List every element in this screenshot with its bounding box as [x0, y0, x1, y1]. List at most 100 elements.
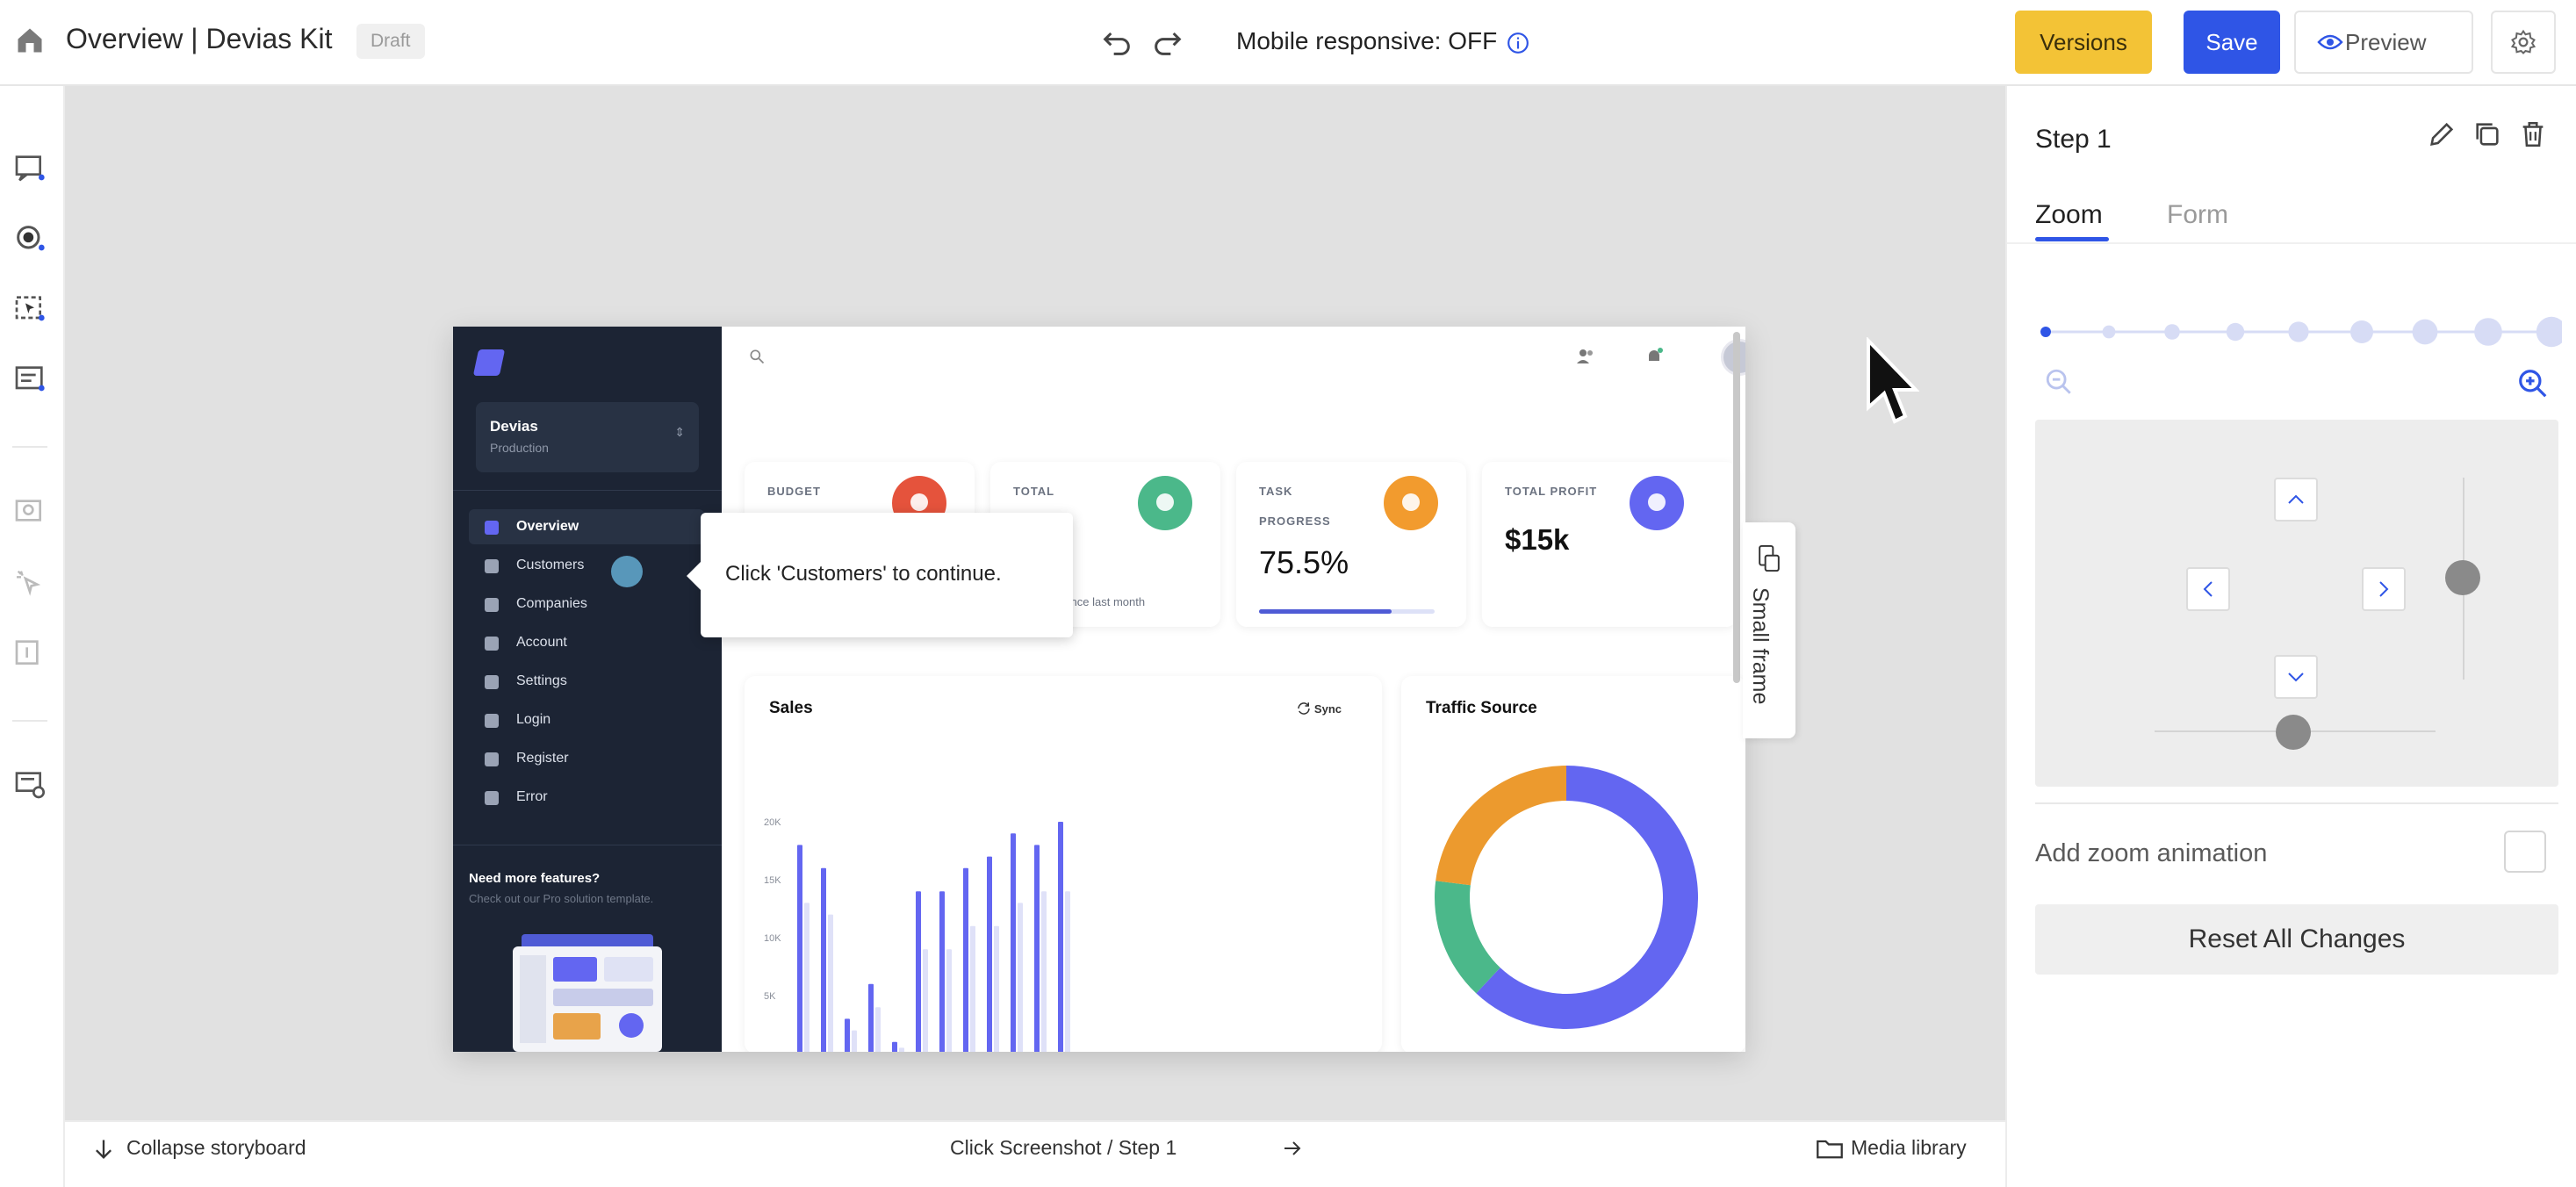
versions-button[interactable]: Versions — [2015, 11, 2152, 74]
copy-icon[interactable] — [2472, 119, 2502, 149]
chevron-down-icon — [2288, 673, 2304, 682]
sidebar-item-label: Customers — [516, 558, 585, 572]
zoom-step-dot[interactable] — [2412, 319, 2438, 345]
sales-bar-chart: 20K 15K 10K 5K — [764, 817, 1070, 1052]
screen-settings-tool-icon[interactable] — [12, 767, 47, 802]
trash-icon[interactable] — [2518, 119, 2548, 149]
zoom-level-slider[interactable] — [2035, 314, 2562, 349]
bell-icon[interactable] — [1644, 346, 1665, 367]
active-tab-indicator — [2035, 237, 2109, 241]
promo-title: Need more features? — [469, 871, 601, 886]
x-circle-icon — [485, 791, 499, 805]
sales-bar-this-year — [1011, 833, 1016, 1052]
scrollbar[interactable] — [1733, 332, 1740, 683]
zoom-step-dot[interactable] — [2350, 320, 2373, 343]
workspace-environment: Production — [490, 441, 549, 455]
y-tick-label: 5K — [764, 991, 776, 1002]
sidebar-item-customers[interactable]: Customers — [469, 548, 704, 583]
task-progress-bar — [1259, 609, 1435, 614]
app-sidebar: Devias Production ⇕ Overview Customers C… — [453, 327, 722, 1052]
card-label: TOTAL — [1013, 485, 1055, 498]
horizontal-pan-knob[interactable] — [2276, 715, 2311, 750]
hotspot-tool-icon[interactable] — [12, 221, 47, 256]
vertical-pan-knob[interactable] — [2445, 560, 2480, 595]
guide-tooltip[interactable]: Click 'Customers' to continue. — [687, 513, 1073, 637]
card-label: TOTAL PROFIT — [1505, 485, 1598, 498]
sidebar-item-account[interactable]: Account — [469, 625, 704, 660]
tab-form[interactable]: Form — [2167, 200, 2228, 229]
refresh-icon[interactable] — [1296, 701, 1312, 716]
zoom-step-dot[interactable] — [2102, 325, 2116, 339]
user-plus-icon — [485, 752, 499, 766]
collapse-storyboard-button[interactable]: Collapse storyboard — [91, 1136, 306, 1160]
save-button[interactable]: Save — [2184, 11, 2280, 74]
y-tick-label: 10K — [764, 933, 781, 944]
zoom-step-dot[interactable] — [2040, 327, 2051, 337]
pan-up-button[interactable] — [2274, 478, 2318, 522]
zoom-animation-label: Add zoom animation — [2035, 839, 2268, 867]
traffic-title: Traffic Source — [1426, 699, 1537, 717]
sales-bar-this-year — [1034, 845, 1040, 1052]
arrow-right-icon[interactable] — [1280, 1138, 1305, 1159]
arrow-down-icon — [96, 1140, 112, 1159]
card-value: 75.5% — [1259, 544, 1349, 580]
eye-icon — [2317, 34, 2343, 50]
reset-all-button[interactable]: Reset All Changes — [2035, 904, 2558, 975]
sidebar-item-register[interactable]: Register — [469, 741, 704, 776]
sidebar-item-error[interactable]: Error — [469, 780, 704, 815]
zoom-in-icon[interactable] — [2516, 367, 2550, 400]
workspace-selector[interactable]: Devias Production ⇕ — [476, 402, 699, 472]
zoom-step-dot[interactable] — [2536, 316, 2562, 348]
sidebar-item-label: Login — [516, 712, 551, 727]
sync-button[interactable]: Sync — [1313, 702, 1342, 716]
promo-illustration — [513, 934, 662, 1052]
step-title: Step 1 — [2035, 125, 2112, 154]
redo-icon[interactable] — [1150, 25, 1185, 60]
zoom-step-dot[interactable] — [2164, 324, 2180, 340]
sales-bar-this-year — [845, 1018, 850, 1052]
stat-card-task-progress: TASK PROGRESS 75.5% — [1236, 462, 1466, 627]
sidebar-item-login[interactable]: Login — [469, 702, 704, 737]
media-library-button[interactable]: Media library — [1816, 1136, 1967, 1160]
zoom-out-icon[interactable] — [2044, 367, 2074, 397]
undo-icon[interactable] — [1099, 25, 1134, 60]
settings-button[interactable] — [2491, 11, 2556, 74]
sidebar-item-label: Register — [516, 751, 569, 766]
info-icon[interactable] — [1507, 32, 1529, 54]
pencil-icon[interactable] — [2427, 119, 2457, 149]
text-box-tool-icon[interactable] — [12, 362, 47, 397]
mobile-responsive-status[interactable]: Mobile responsive: OFF — [1236, 27, 1498, 54]
lock-icon — [485, 714, 499, 728]
sales-bar-last-year — [852, 1030, 857, 1052]
pan-down-button[interactable] — [2274, 655, 2318, 699]
preview-button[interactable]: Preview — [2294, 11, 2473, 74]
sidebar-item-companies[interactable]: Companies — [469, 586, 704, 622]
pan-right-button[interactable] — [2362, 567, 2406, 611]
sidebar-item-overview[interactable]: Overview — [469, 509, 704, 544]
home-icon[interactable] — [14, 25, 46, 56]
card-label: TASK — [1259, 485, 1293, 498]
zoom-step-dot[interactable] — [2474, 318, 2502, 346]
search-icon[interactable] — [748, 348, 766, 365]
zoom-step-dot[interactable] — [2226, 322, 2245, 342]
users-icon[interactable] — [1575, 346, 1596, 367]
tooltip-arrow — [687, 562, 701, 590]
captured-screenshot[interactable]: Devias Production ⇕ Overview Customers C… — [453, 327, 1745, 1052]
sidebar-item-settings[interactable]: Settings — [469, 664, 704, 699]
sidebar-divider — [453, 490, 722, 491]
zoom-step-dot[interactable] — [2288, 321, 2309, 342]
card-label: PROGRESS — [1259, 514, 1331, 528]
sidebar-item-label: Overview — [516, 519, 579, 534]
sales-bar-last-year — [946, 949, 952, 1052]
pan-left-button[interactable] — [2186, 567, 2230, 611]
tab-zoom[interactable]: Zoom — [2035, 200, 2103, 229]
zoom-animation-checkbox[interactable] — [2504, 831, 2546, 873]
small-frame-toggle[interactable]: Small frame — [1743, 522, 1795, 738]
tooltip-tool-icon[interactable] — [12, 151, 47, 186]
click-area-tool-icon[interactable] — [12, 291, 47, 327]
hotspot-marker[interactable] — [611, 556, 643, 587]
promo-subtitle: Check out our Pro solution template. — [469, 892, 654, 905]
sales-bar-last-year — [970, 925, 975, 1052]
sidebar-item-label: Settings — [516, 673, 567, 688]
toolbar-divider — [12, 720, 47, 722]
